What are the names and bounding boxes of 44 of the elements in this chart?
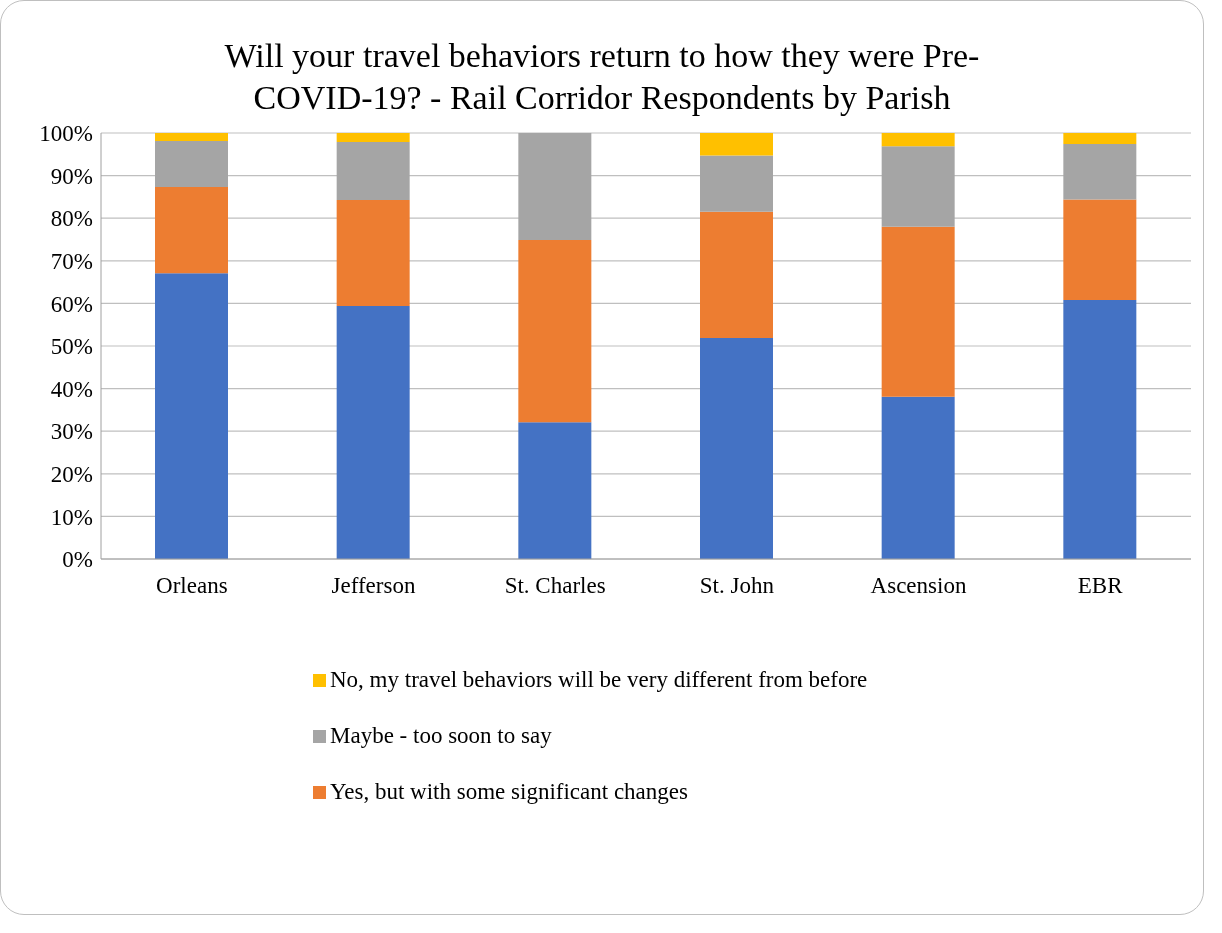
x-tick-label: Orleans (156, 573, 228, 599)
x-tick-label: St. Charles (504, 573, 606, 599)
bar (155, 273, 228, 559)
bar (155, 141, 228, 188)
bar (1063, 299, 1137, 559)
bar (700, 133, 773, 156)
bar (518, 239, 592, 423)
bar (1063, 144, 1137, 200)
x-tick-label: Ascension (870, 573, 967, 599)
bar (881, 226, 955, 397)
bar (155, 187, 228, 274)
bar (881, 396, 955, 559)
legend-label: No, my travel behaviors will be very different from before (330, 667, 868, 693)
bar (1063, 133, 1137, 145)
y-tick-label: 80% (50, 206, 93, 232)
y-tick-label: 40% (50, 376, 93, 402)
bar (881, 146, 955, 227)
x-tick-label: Jefferson (331, 573, 416, 599)
bar (1063, 199, 1137, 300)
bar (700, 337, 773, 559)
y-tick-label: 10% (50, 504, 93, 530)
bar (518, 422, 592, 559)
x-tick-label: EBR (1077, 573, 1124, 599)
bar (155, 133, 228, 142)
bar (700, 155, 773, 212)
bar (336, 133, 410, 142)
y-tick-label: 0% (62, 547, 93, 573)
y-tick-label: 50% (50, 334, 93, 360)
bar (336, 141, 410, 200)
y-tick-label: 60% (50, 291, 93, 317)
y-tick-label: 90% (50, 163, 93, 189)
y-tick-label: 30% (50, 419, 93, 445)
legend-label: Maybe - too soon to say (330, 723, 552, 749)
y-tick-label: 20% (50, 461, 93, 487)
bar (336, 305, 410, 559)
bar (336, 199, 410, 306)
bar (700, 211, 773, 338)
bar (518, 133, 592, 240)
legend-label: Yes, but with some significant changes (330, 779, 688, 805)
x-tick-label: St. John (699, 573, 775, 599)
bar (881, 133, 955, 147)
y-tick-label: 100% (39, 121, 93, 147)
y-tick-label: 70% (50, 248, 93, 274)
chart-title: Will your travel behaviors return to how they were Pre-COVID-19? - Rail Corridor Respondents by Parish (223, 36, 981, 118)
